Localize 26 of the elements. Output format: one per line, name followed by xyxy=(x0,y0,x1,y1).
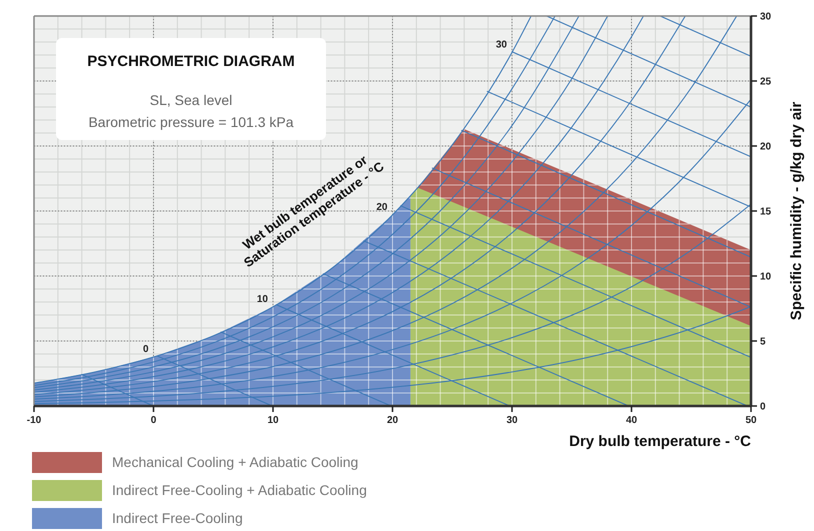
annotation: 0 xyxy=(142,344,149,355)
y-tick-label: 15 xyxy=(760,206,772,218)
y-axis-title: Specific humidity - g/kg dry air xyxy=(788,102,805,320)
legend-label: Indirect Free-Cooling + Adiabatic Cooling xyxy=(112,482,367,498)
y-tick-label: 20 xyxy=(760,142,772,152)
annotation: 30 xyxy=(496,39,508,50)
x-tick-label: 50 xyxy=(745,415,757,426)
x-tick-label: 0 xyxy=(150,415,157,426)
x-axis-title: Dry bulb temperature - °C xyxy=(569,433,752,450)
y-tick-label: 0 xyxy=(760,402,766,412)
x-tick-label: 20 xyxy=(386,415,398,426)
text: SL, Sea level xyxy=(150,92,232,108)
text: PSYCHROMETRIC DIAGRAM xyxy=(87,53,295,70)
annotation: Barometric pressure = 101.3 kPa xyxy=(88,114,294,130)
legend-label: Mechanical Cooling + Adiabatic Cooling xyxy=(112,454,358,470)
x-tick-label: -10 xyxy=(26,415,42,426)
annotation: 20 xyxy=(376,202,388,213)
x-tick-label: 10 xyxy=(267,415,279,426)
x-tick-label: 30 xyxy=(506,415,518,426)
y-tick-label: 10 xyxy=(760,272,772,282)
y-tick-label: 30 xyxy=(760,12,772,22)
legend-label: Indirect Free-Cooling xyxy=(112,510,243,526)
y-tick-label: 25 xyxy=(760,76,772,88)
x-tick-label: 40 xyxy=(626,415,638,426)
annotation: 10 xyxy=(256,294,268,305)
y-tick-label: 5 xyxy=(760,336,766,348)
